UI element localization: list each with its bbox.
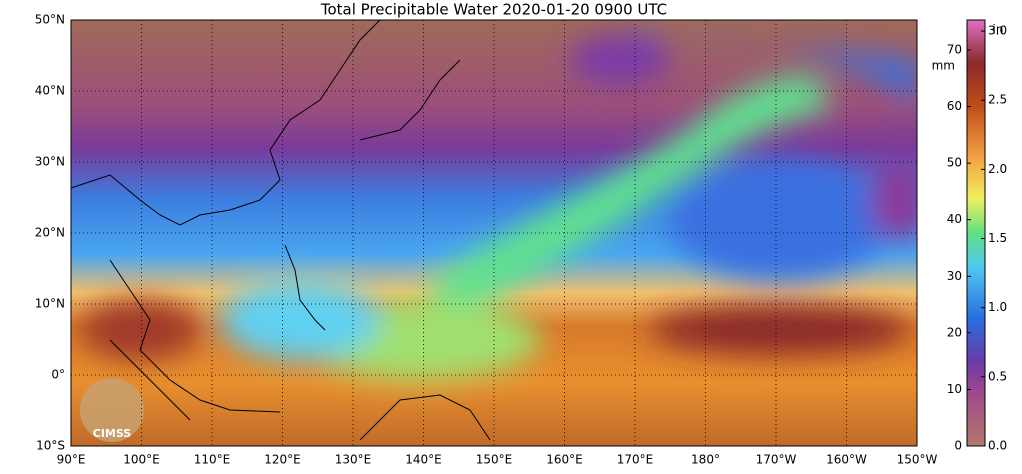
in-tick-label: 0.0 — [988, 439, 1007, 453]
mm-tick-label: 10 — [947, 382, 962, 396]
lon-label: 150°E — [476, 453, 513, 467]
mm-tick-label: 30 — [947, 269, 962, 283]
lat-label: 40°N — [35, 84, 65, 98]
in-tick-label: 2.5 — [988, 93, 1007, 107]
logo-text: CIMSS — [93, 427, 132, 440]
lon-label: 160°E — [546, 453, 583, 467]
mm-unit: mm — [932, 59, 955, 73]
lon-label: 100°E — [123, 453, 160, 467]
in-tick-label: 1.0 — [988, 300, 1007, 314]
lat-label: 20°N — [35, 226, 65, 240]
lon-label: 170°W — [756, 453, 797, 467]
in-unit: in — [993, 23, 1004, 37]
title: Total Precipitable Water 2020-01-20 0900… — [320, 1, 667, 19]
lon-label: 140°E — [405, 453, 442, 467]
in-tick-label: 2.0 — [988, 162, 1007, 176]
in-tick-label: 3.0 — [988, 24, 1007, 38]
mm-tick-label: 20 — [947, 325, 962, 339]
logo: CIMSS — [80, 378, 144, 442]
mm-tick-label: 50 — [947, 156, 962, 170]
colorbar — [966, 19, 986, 447]
lat-label: 10°N — [35, 297, 65, 311]
mm-tick-label: 60 — [947, 99, 962, 113]
lat-label: 50°N — [35, 13, 65, 27]
lat-label: 0° — [51, 368, 65, 382]
mm-tick-label: 70 — [947, 42, 962, 56]
in-tick-label: 0.5 — [988, 369, 1007, 383]
lon-label: 110°E — [194, 453, 231, 467]
lon-label: 90°E — [57, 453, 86, 467]
coastlines — [70, 19, 491, 441]
lon-label: 120°E — [264, 453, 301, 467]
lat-label: 30°N — [35, 155, 65, 169]
mm-tick-label: 0 — [954, 439, 962, 453]
in-tick-label: 1.5 — [988, 231, 1007, 245]
lon-label: 170°E — [617, 453, 654, 467]
lon-label: 130°E — [335, 453, 372, 467]
lon-label: 150°W — [897, 453, 938, 467]
lat-label: 10°S — [36, 439, 65, 453]
lon-label: 160°W — [826, 453, 867, 467]
mm-tick-label: 40 — [947, 212, 962, 226]
lon-label: 180° — [691, 453, 720, 467]
